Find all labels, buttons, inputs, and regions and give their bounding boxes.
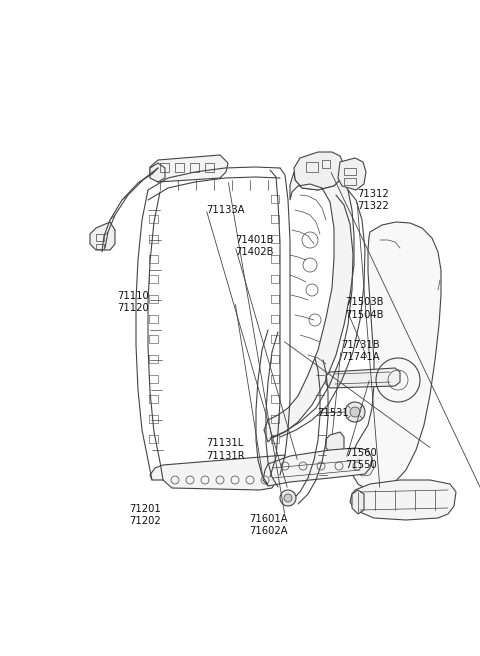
Text: 71312
71322: 71312 71322 [358,189,389,211]
Text: 71131L
71131R: 71131L 71131R [206,438,245,461]
Polygon shape [294,152,344,190]
Bar [96,244,104,249]
Circle shape [280,490,296,506]
Bar [344,178,356,185]
Polygon shape [150,155,228,182]
Bar [190,163,199,172]
Text: 71133A: 71133A [206,205,245,215]
Text: 71731B
71741A: 71731B 71741A [341,340,379,362]
Bar [306,162,318,172]
Polygon shape [326,432,344,452]
Text: 71531: 71531 [317,408,348,419]
Polygon shape [355,455,374,476]
Polygon shape [263,448,372,486]
Polygon shape [352,222,441,490]
Bar [160,163,169,172]
Circle shape [350,407,360,417]
Text: 71560
71550: 71560 71550 [346,448,377,470]
Text: 71503B
71504B: 71503B 71504B [346,297,384,319]
Bar [205,163,214,172]
Polygon shape [338,158,366,190]
Polygon shape [352,490,364,514]
Circle shape [345,402,365,422]
Circle shape [284,494,292,502]
Bar [322,160,330,168]
Bar [344,168,356,175]
Text: 71601A
71602A: 71601A 71602A [250,514,288,536]
Polygon shape [350,480,456,520]
Polygon shape [90,222,115,250]
Polygon shape [150,455,285,490]
Polygon shape [326,368,400,388]
Polygon shape [264,172,354,442]
Bar [175,163,184,172]
Polygon shape [150,163,165,182]
Text: 71201
71202: 71201 71202 [130,504,161,526]
Bar [96,234,104,241]
Text: 71401B
71402B: 71401B 71402B [235,235,274,257]
Text: 71110
71120: 71110 71120 [118,291,149,313]
